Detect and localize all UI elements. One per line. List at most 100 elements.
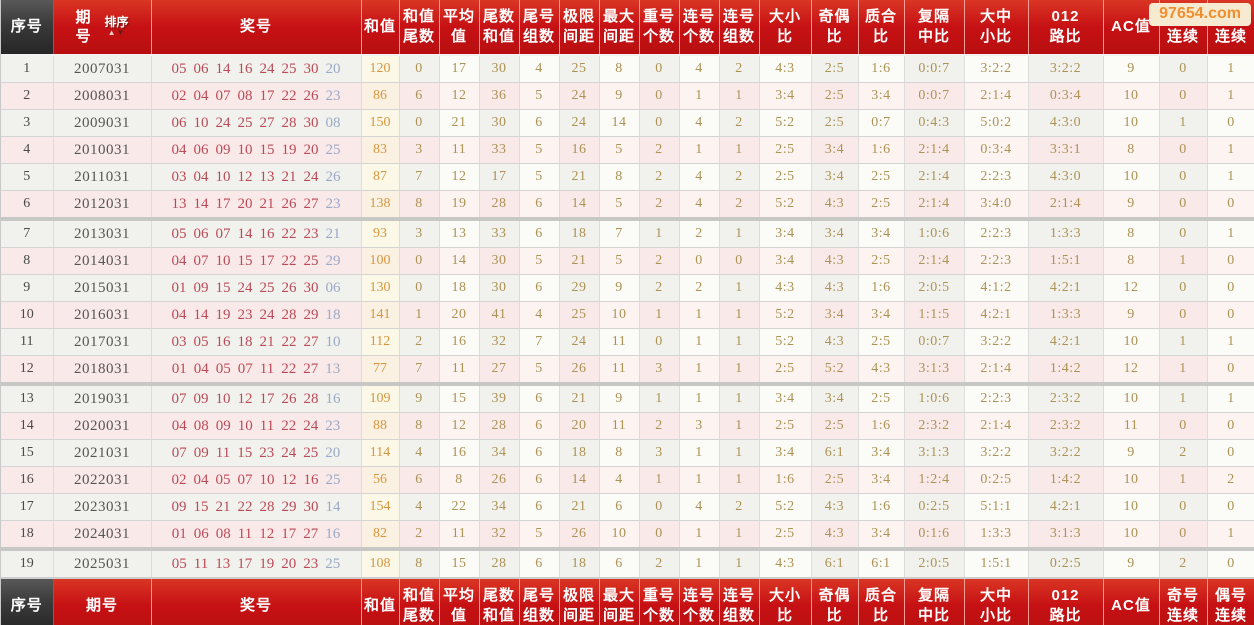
draw-number: 07	[193, 252, 209, 269]
cell-prime-comp: 2:5	[858, 163, 905, 191]
cell-prime-comp: 2:5	[858, 382, 905, 413]
col-label: 序号	[10, 18, 43, 35]
col-label: 奖号	[239, 18, 272, 35]
col-label: 质合	[864, 586, 897, 604]
cell-draw: 02 04 05 07 10 12 16 25	[151, 466, 362, 494]
cell-repeat-count: 0	[639, 328, 680, 356]
cell-rep-int-mid: 0:0:7	[904, 55, 965, 83]
cell-tail-sum: 41	[479, 301, 520, 329]
cell-sum: 77	[361, 355, 400, 385]
sort-desc-icon[interactable]: ▼	[116, 28, 126, 37]
col-header-prime-comp: 质合比	[858, 0, 905, 56]
cell-repeat-count: 2	[639, 190, 680, 220]
col-header-period[interactable]: 期号排序 ▲▼	[53, 0, 152, 56]
col-header-rep-int-mid: 复隔 中比	[904, 0, 965, 56]
draw-number: 25	[259, 279, 275, 296]
cell-sum: 150	[361, 109, 400, 137]
cell-sum-tail: 8	[399, 412, 440, 440]
cell-sum-tail: 4	[399, 439, 440, 467]
watermark-link[interactable]: 97654.com	[1149, 3, 1251, 26]
cell-limit-gap: 14	[559, 466, 600, 494]
col-header-sum-tail: 和值 尾数	[399, 0, 440, 56]
draw-number: 17	[281, 525, 297, 542]
cell-serial: 3	[1, 109, 54, 137]
special-number: 06	[325, 279, 341, 296]
special-number: 23	[325, 195, 341, 212]
cell-consec-count: 0	[679, 247, 720, 275]
cell-big-mid-small: 4:2:1	[964, 301, 1029, 329]
cell-ac: 9	[1103, 55, 1160, 83]
special-number: 10	[325, 333, 341, 350]
draw-numbers: 01 06 08 11 12 17 27 16	[152, 526, 361, 543]
draw-numbers: 03 04 10 12 13 21 24 26	[152, 169, 361, 186]
draw-number: 26	[281, 390, 297, 407]
cell-max-gap: 9	[599, 382, 640, 413]
draw-number: 14	[193, 306, 209, 323]
draw-number: 30	[303, 498, 319, 515]
draw-number: 23	[259, 444, 275, 461]
cell-big-mid-small: 3:4:0	[964, 190, 1029, 220]
draw-numbers: 04 08 09 10 11 22 24 23	[152, 418, 361, 435]
cell-consec-groups: 2	[719, 163, 760, 191]
cell-limit-gap: 16	[559, 136, 600, 164]
cell-odd-run: 2	[1159, 439, 1208, 467]
cell-big-small: 5:2	[759, 190, 812, 220]
col-header-big-mid-small: 大中 小比	[964, 577, 1029, 625]
col-label: 极限	[562, 8, 595, 25]
cell-odd-even: 3:4	[811, 301, 859, 329]
col-label: 重号	[642, 586, 675, 604]
col-label: 平均	[442, 586, 475, 604]
cell-odd-even: 2:5	[811, 82, 859, 110]
cell-consec-count: 1	[679, 547, 720, 579]
col-label: 值	[450, 28, 467, 45]
sort-asc-icon[interactable]: ▲	[107, 28, 117, 37]
cell-rep-int-mid: 0:0:7	[904, 82, 965, 110]
cell-max-gap: 8	[599, 163, 640, 191]
col-label: 尾数	[482, 8, 515, 25]
col-label: 个数	[642, 606, 675, 624]
cell-max-gap: 11	[599, 355, 640, 385]
cell-even-run: 1	[1207, 163, 1254, 191]
cell-prime-comp: 0:7	[858, 109, 905, 137]
draw-numbers: 02 04 07 08 17 22 26 23	[152, 88, 361, 105]
draw-number: 04	[171, 252, 187, 269]
sort-label: 排序	[104, 15, 129, 29]
draw-number: 02	[171, 471, 187, 488]
cell-serial: 12	[1, 355, 54, 385]
cell-rep-int-mid: 2:0:5	[904, 274, 965, 302]
cell-consec-groups: 2	[719, 493, 760, 521]
draw-number: 10	[215, 252, 231, 269]
cell-repeat-count: 2	[639, 136, 680, 164]
draw-number: 07	[237, 360, 253, 377]
cell-period: 2023031	[53, 493, 152, 521]
cell-repeat-count: 0	[639, 520, 680, 550]
col-label: 连续	[1214, 606, 1247, 624]
cell-even-run: 1	[1207, 217, 1254, 248]
col-header-consec-count: 连号 个数	[679, 0, 720, 56]
cell-period: 2015031	[53, 274, 152, 302]
cell-odd-even: 3:4	[811, 217, 859, 248]
cell-consec-count: 1	[679, 82, 720, 110]
cell-big-small: 3:4	[759, 217, 812, 248]
cell-big-small: 1:6	[759, 466, 812, 494]
draw-number: 07	[215, 87, 231, 104]
cell-odd-even: 3:4	[811, 163, 859, 191]
cell-rep-int-mid: 2:3:2	[904, 412, 965, 440]
cell-sum: 56	[361, 466, 400, 494]
draw-number: 07	[171, 444, 187, 461]
table-row: 5 2011031 03 04 10 12 13 21 24 26 87 7 12 17 5 21 8 2 4 2 2:…	[1, 163, 1254, 191]
col-label: 复隔	[917, 586, 950, 604]
cell-sum: 88	[361, 412, 400, 440]
cell-big-small: 2:5	[759, 355, 812, 385]
col-label: 和值	[363, 18, 396, 35]
draw-numbers: 05 06 07 14 16 22 23 21	[152, 226, 361, 243]
cell-limit-gap: 20	[559, 412, 600, 440]
draw-number: 24	[259, 60, 275, 77]
draw-number: 12	[237, 390, 253, 407]
cell-draw: 05 06 07 14 16 22 23 21	[151, 217, 362, 248]
cell-odd-even: 2:5	[811, 109, 859, 137]
sort-control[interactable]: 排序 ▲▼	[105, 16, 129, 38]
col-label: 大小	[768, 586, 801, 604]
col-header-draw: 奖号	[151, 577, 362, 625]
cell-odd-run: 0	[1159, 163, 1208, 191]
